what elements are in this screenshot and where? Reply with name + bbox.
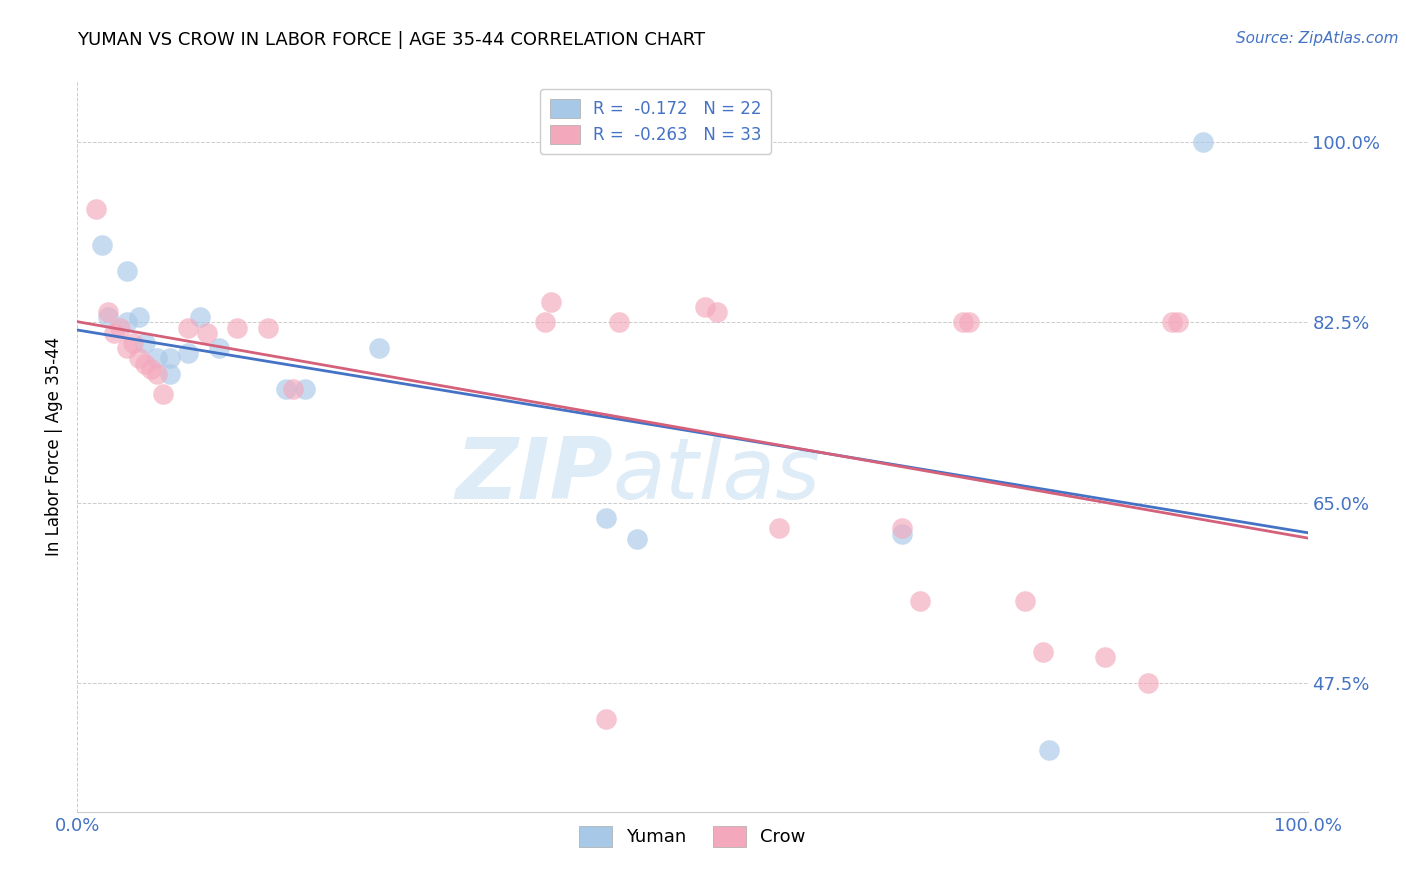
Point bbox=[595, 511, 617, 525]
Point bbox=[226, 320, 249, 334]
Point bbox=[146, 351, 169, 366]
Point bbox=[768, 521, 790, 535]
Point bbox=[890, 526, 912, 541]
Point bbox=[1192, 135, 1215, 149]
Point bbox=[534, 315, 557, 329]
Point bbox=[952, 315, 974, 329]
Point bbox=[90, 238, 114, 252]
Point bbox=[626, 532, 648, 546]
Point bbox=[693, 300, 716, 314]
Text: Source: ZipAtlas.com: Source: ZipAtlas.com bbox=[1236, 31, 1399, 46]
Point bbox=[257, 320, 280, 334]
Point bbox=[607, 315, 630, 329]
Point bbox=[595, 712, 617, 726]
Point bbox=[134, 336, 156, 351]
Text: YUMAN VS CROW IN LABOR FORCE | AGE 35-44 CORRELATION CHART: YUMAN VS CROW IN LABOR FORCE | AGE 35-44… bbox=[77, 31, 706, 49]
Point bbox=[1014, 593, 1036, 607]
Y-axis label: In Labor Force | Age 35-44: In Labor Force | Age 35-44 bbox=[45, 336, 63, 556]
Point bbox=[706, 305, 728, 319]
Point bbox=[134, 357, 156, 371]
Point bbox=[177, 346, 200, 360]
Point bbox=[146, 367, 169, 381]
Point bbox=[115, 315, 138, 329]
Point bbox=[177, 320, 200, 334]
Point bbox=[1094, 650, 1116, 665]
Point bbox=[195, 326, 218, 340]
Point bbox=[281, 382, 304, 396]
Point bbox=[890, 521, 912, 535]
Point bbox=[908, 593, 931, 607]
Point bbox=[103, 326, 125, 340]
Point bbox=[128, 351, 150, 366]
Point bbox=[84, 202, 107, 216]
Point bbox=[276, 382, 298, 396]
Point bbox=[97, 310, 120, 325]
Text: atlas: atlas bbox=[613, 434, 821, 516]
Point bbox=[1167, 315, 1189, 329]
Point bbox=[188, 310, 212, 325]
Point bbox=[208, 341, 231, 355]
Point bbox=[159, 351, 181, 366]
Point bbox=[115, 341, 138, 355]
Point bbox=[115, 264, 138, 278]
Point bbox=[152, 387, 174, 401]
Point bbox=[159, 367, 181, 381]
Point bbox=[1032, 645, 1054, 659]
Point bbox=[294, 382, 316, 396]
Point bbox=[1038, 743, 1060, 757]
Point bbox=[1161, 315, 1184, 329]
Point bbox=[121, 336, 143, 351]
Point bbox=[1136, 676, 1159, 690]
Point bbox=[367, 341, 389, 355]
Point bbox=[540, 294, 562, 309]
Legend: Yuman, Crow: Yuman, Crow bbox=[572, 819, 813, 854]
Point bbox=[97, 305, 120, 319]
Point bbox=[110, 320, 132, 334]
Point bbox=[957, 315, 980, 329]
Point bbox=[128, 310, 150, 325]
Text: ZIP: ZIP bbox=[456, 434, 613, 516]
Point bbox=[141, 361, 163, 376]
